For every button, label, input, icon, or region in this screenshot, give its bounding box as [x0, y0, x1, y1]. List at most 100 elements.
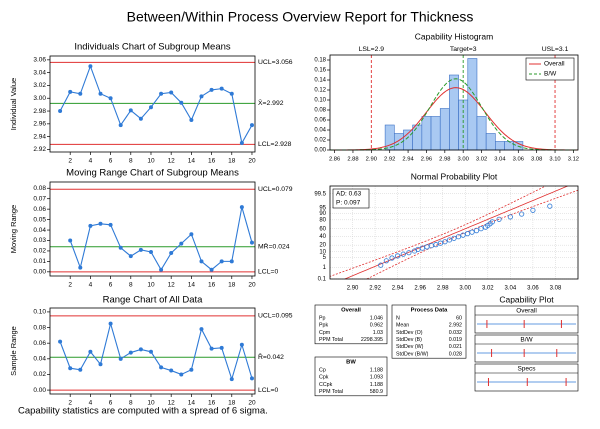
y-tick-label: 10	[319, 249, 326, 255]
data-point	[138, 347, 143, 352]
histogram-bar	[449, 74, 459, 151]
table-value: 1.188	[370, 367, 383, 373]
spec-label: Target=3	[450, 46, 477, 53]
data-point	[108, 222, 113, 227]
y-tick-label: 5	[323, 255, 327, 261]
table-value: 0.021	[449, 344, 462, 350]
table-value: 2298.395	[361, 337, 383, 343]
histogram-bar	[412, 124, 423, 151]
x-tick-label: 3.02	[476, 157, 487, 163]
capability-box	[474, 305, 579, 334]
x-tick-label: 14	[188, 400, 196, 407]
data-point	[406, 250, 412, 256]
y-tick-label: 0.06	[33, 340, 46, 347]
y-tick-label: 99.5	[314, 191, 326, 197]
y-axis-label: Moving Range	[9, 205, 18, 253]
fit-curve	[330, 78, 578, 151]
plot-frame	[329, 185, 579, 280]
histogram-bar	[430, 116, 441, 151]
table-label: Cp	[319, 367, 326, 373]
y-tick-label: 3.04	[33, 69, 46, 76]
y-tick-label: 0.02	[33, 371, 46, 378]
x-tick-label: 10	[147, 400, 155, 407]
table-value: 0.028	[449, 351, 462, 357]
x-tick-label: 2.88	[347, 157, 358, 163]
chart-title: Normal Probability Plot	[411, 171, 498, 181]
control-limit-label: R̄=0.042	[258, 353, 284, 361]
x-tick-label: 8	[129, 282, 133, 289]
control-limit-label: LCL=0	[258, 269, 278, 276]
data-point	[148, 249, 153, 254]
data-point	[446, 237, 453, 243]
plot-frame	[329, 54, 579, 151]
x-tick-label: 10	[147, 282, 155, 289]
x-tick-label: 3.12	[568, 157, 579, 163]
x-tick-label: 2	[68, 400, 72, 407]
x-tick-label: 3.00	[459, 286, 471, 292]
data-point	[169, 368, 174, 373]
y-tick-label: 0.00	[314, 148, 326, 154]
y-tick-label: 0.02	[33, 248, 46, 255]
data-point	[389, 255, 395, 261]
data-point	[159, 267, 164, 272]
series-line	[69, 206, 253, 271]
chart-title: Moving Range Chart of Subgroup Means	[66, 168, 239, 179]
y-tick-label: 3.00	[33, 95, 46, 102]
x-tick-label: 2	[68, 282, 72, 289]
x-tick-label: 20	[248, 158, 256, 165]
capability-row-label: B/W	[520, 337, 533, 344]
stats-table	[391, 304, 467, 359]
y-axis-label: Individual Value	[9, 78, 18, 130]
data-point	[239, 342, 244, 347]
y-tick-label: 60	[319, 226, 326, 232]
x-tick-label: 18	[228, 400, 236, 407]
table-value: 60	[456, 315, 462, 321]
x-tick-label: 3.02	[482, 286, 494, 292]
y-tick-label: 0.06	[33, 206, 46, 213]
table-label: CCpk	[319, 382, 333, 388]
y-tick-label: 0.04	[33, 227, 46, 234]
capability-row-label: Overall	[516, 308, 537, 315]
data-point	[199, 259, 204, 264]
data-point	[455, 234, 462, 240]
x-tick-label: 10	[147, 158, 155, 165]
data-point	[78, 265, 83, 270]
x-tick-label: 3.00	[458, 157, 469, 163]
data-point	[433, 242, 439, 248]
y-tick-label: 2.92	[33, 146, 46, 153]
data-point	[138, 116, 143, 121]
data-point	[138, 247, 143, 252]
data-point	[383, 258, 389, 264]
plot-frame	[49, 307, 256, 395]
x-tick-label: 6	[109, 400, 113, 407]
x-tick-label: 2.90	[366, 157, 377, 163]
y-tick-label: 90	[319, 211, 326, 217]
control-limit-label: LCL=0	[258, 387, 278, 394]
data-point	[451, 235, 457, 241]
stats-table	[314, 304, 388, 345]
table-title: Process Data	[411, 308, 449, 314]
data-point	[189, 367, 194, 372]
y-tick-label: 0.08	[33, 185, 46, 192]
data-point	[219, 86, 224, 91]
table-value: 1.046	[370, 315, 383, 321]
histogram-bar	[439, 108, 450, 151]
x-tick-label: 3.06	[527, 286, 539, 292]
x-tick-label: 18	[228, 282, 236, 289]
x-tick-label: 2.94	[402, 157, 414, 163]
capability-box	[474, 334, 579, 363]
data-point	[229, 377, 234, 382]
y-tick-label: 0.07	[33, 195, 46, 202]
table-label: StdDev (O)	[396, 330, 423, 336]
data-point	[249, 376, 254, 381]
x-tick-label: 3.10	[549, 157, 560, 163]
x-tick-label: 2.92	[384, 157, 395, 163]
x-tick-label: 16	[208, 400, 216, 407]
x-tick-label: 2.98	[437, 286, 449, 292]
table-label: N	[396, 315, 400, 321]
data-point	[159, 365, 164, 370]
data-point	[442, 239, 448, 245]
stats-box	[332, 188, 370, 209]
x-tick-label: 16	[208, 158, 216, 165]
